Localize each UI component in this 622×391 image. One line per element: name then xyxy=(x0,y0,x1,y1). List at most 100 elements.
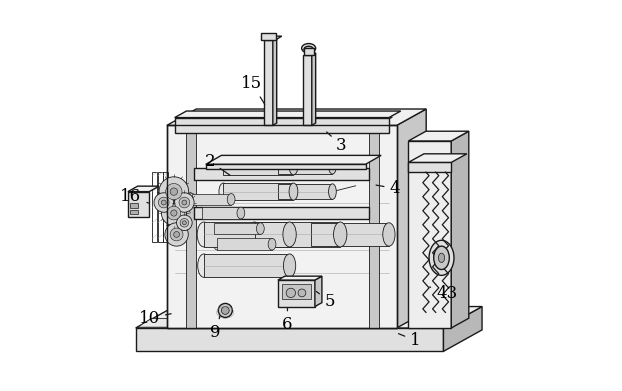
Polygon shape xyxy=(397,109,426,328)
Ellipse shape xyxy=(302,43,316,53)
Polygon shape xyxy=(128,186,159,192)
Polygon shape xyxy=(206,155,381,164)
Circle shape xyxy=(286,288,295,298)
Circle shape xyxy=(170,188,177,196)
Ellipse shape xyxy=(439,253,445,262)
Bar xyxy=(152,172,157,242)
Polygon shape xyxy=(315,276,322,307)
Polygon shape xyxy=(194,168,369,180)
Polygon shape xyxy=(409,154,467,162)
Circle shape xyxy=(175,193,194,212)
Polygon shape xyxy=(218,239,272,250)
Text: 6: 6 xyxy=(282,308,292,334)
Polygon shape xyxy=(192,194,231,205)
Polygon shape xyxy=(312,53,316,126)
Polygon shape xyxy=(369,126,379,328)
Polygon shape xyxy=(223,158,294,175)
Polygon shape xyxy=(167,126,397,328)
Ellipse shape xyxy=(284,254,295,277)
Text: 9: 9 xyxy=(210,316,221,341)
Ellipse shape xyxy=(219,158,228,175)
Text: 1: 1 xyxy=(399,332,420,349)
Polygon shape xyxy=(311,223,389,246)
Ellipse shape xyxy=(198,207,206,219)
Bar xyxy=(158,172,162,242)
Ellipse shape xyxy=(210,223,218,235)
Ellipse shape xyxy=(188,194,196,205)
Circle shape xyxy=(165,223,188,246)
Ellipse shape xyxy=(256,223,264,235)
Polygon shape xyxy=(137,319,237,327)
Circle shape xyxy=(179,197,190,208)
Bar xyxy=(304,48,313,55)
Polygon shape xyxy=(167,109,426,126)
Polygon shape xyxy=(187,126,196,328)
Bar xyxy=(128,192,149,217)
Circle shape xyxy=(167,206,181,220)
Ellipse shape xyxy=(274,158,282,174)
Ellipse shape xyxy=(219,183,228,200)
Circle shape xyxy=(177,215,192,231)
Ellipse shape xyxy=(213,239,221,250)
Ellipse shape xyxy=(429,240,454,275)
Polygon shape xyxy=(273,37,277,126)
Text: 10: 10 xyxy=(139,310,171,327)
Polygon shape xyxy=(261,32,276,39)
Circle shape xyxy=(161,200,166,205)
Polygon shape xyxy=(206,164,366,169)
Polygon shape xyxy=(223,183,294,200)
Bar xyxy=(282,284,311,299)
Bar xyxy=(130,210,138,214)
Text: 5: 5 xyxy=(317,291,335,310)
Circle shape xyxy=(161,201,187,226)
Ellipse shape xyxy=(198,254,210,277)
Circle shape xyxy=(218,303,232,317)
Ellipse shape xyxy=(197,222,210,247)
Circle shape xyxy=(165,183,182,200)
Text: 2: 2 xyxy=(205,153,230,175)
Text: 43: 43 xyxy=(430,285,457,302)
Text: 3: 3 xyxy=(327,132,346,154)
Circle shape xyxy=(298,289,306,297)
Ellipse shape xyxy=(328,184,337,199)
Ellipse shape xyxy=(434,246,449,269)
Polygon shape xyxy=(213,223,261,235)
Ellipse shape xyxy=(383,223,395,246)
Polygon shape xyxy=(175,111,401,118)
Circle shape xyxy=(174,231,180,237)
Bar xyxy=(130,203,138,208)
Polygon shape xyxy=(278,158,332,174)
Bar xyxy=(164,172,168,242)
Polygon shape xyxy=(175,118,389,133)
Circle shape xyxy=(221,307,229,314)
Ellipse shape xyxy=(268,239,276,250)
Text: 15: 15 xyxy=(241,75,265,104)
Circle shape xyxy=(182,221,187,225)
Circle shape xyxy=(171,210,177,216)
Ellipse shape xyxy=(248,222,261,247)
Polygon shape xyxy=(204,254,290,277)
Polygon shape xyxy=(443,307,482,352)
Ellipse shape xyxy=(227,194,235,205)
Polygon shape xyxy=(451,131,469,328)
Ellipse shape xyxy=(289,183,298,200)
Ellipse shape xyxy=(305,223,317,246)
Circle shape xyxy=(182,200,187,205)
Polygon shape xyxy=(264,39,273,126)
Circle shape xyxy=(154,193,174,212)
Ellipse shape xyxy=(283,222,296,247)
Polygon shape xyxy=(278,276,322,280)
Polygon shape xyxy=(136,307,482,328)
Polygon shape xyxy=(303,55,312,126)
Polygon shape xyxy=(409,162,451,172)
Polygon shape xyxy=(409,141,451,328)
Circle shape xyxy=(170,228,183,241)
Ellipse shape xyxy=(274,184,282,199)
Polygon shape xyxy=(278,280,315,307)
Polygon shape xyxy=(409,131,469,141)
Ellipse shape xyxy=(237,207,245,219)
Ellipse shape xyxy=(289,158,298,175)
Polygon shape xyxy=(261,36,282,39)
Polygon shape xyxy=(204,222,290,247)
Ellipse shape xyxy=(333,222,347,247)
